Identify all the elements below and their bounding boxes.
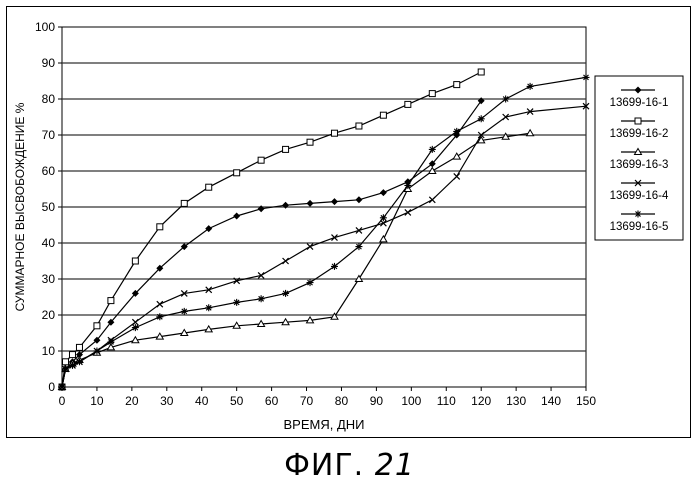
- data-point: [356, 123, 362, 129]
- y-tick-labels: 0 10 20 30 40 50 60 70 80 90 100: [35, 20, 62, 394]
- data-point: [157, 224, 163, 230]
- data-point: [404, 182, 411, 189]
- x-tick-label: 0: [59, 394, 66, 408]
- y-tick-label: 20: [42, 308, 56, 322]
- data-point: [181, 200, 187, 206]
- legend-label: 13699-16-5: [610, 221, 669, 233]
- data-point: [380, 112, 386, 118]
- x-tick-label: 40: [195, 394, 209, 408]
- caption-number: 21: [375, 448, 415, 483]
- x-tick-label: 150: [576, 394, 596, 408]
- data-point: [69, 362, 76, 369]
- x-tick-label: 70: [300, 394, 314, 408]
- data-point: [282, 290, 289, 297]
- y-tick-label: 50: [42, 200, 56, 214]
- data-point: [478, 69, 484, 75]
- data-point: [429, 91, 435, 97]
- figure-caption: ФИГ. 21: [0, 448, 699, 483]
- data-point: [429, 146, 436, 153]
- y-axis-label: СУММАРНОЕ ВЫСВОБОЖДЕНИЕ %: [13, 102, 27, 311]
- data-point: [234, 170, 240, 176]
- data-point: [258, 157, 264, 163]
- legend: 13699-16-1 13699-16-2 13699-16-3 13699-16-4…: [595, 76, 683, 240]
- data-point: [93, 348, 100, 355]
- data-point: [69, 352, 75, 358]
- data-point: [453, 128, 460, 135]
- data-point: [76, 358, 83, 365]
- data-point: [62, 359, 68, 365]
- legend-marker: [635, 211, 642, 218]
- y-tick-label: 100: [35, 20, 55, 34]
- caption-prefix: ФИГ.: [284, 448, 364, 483]
- data-point: [132, 258, 138, 264]
- x-tick-label: 20: [125, 394, 139, 408]
- x-tick-labels: 0 10 20 30 40 50 60 70 80 90 100 110 120 130 140 150: [59, 387, 597, 408]
- data-point: [454, 82, 460, 88]
- data-point: [132, 324, 139, 331]
- data-point: [258, 295, 265, 302]
- y-tick-label: 70: [42, 128, 56, 142]
- y-tick-label: 10: [42, 344, 56, 358]
- y-tick-label: 30: [42, 272, 56, 286]
- data-point: [583, 74, 590, 81]
- legend-label: 13699-16-4: [610, 190, 669, 202]
- x-tick-label: 120: [471, 394, 491, 408]
- data-point: [94, 323, 100, 329]
- data-point: [405, 101, 411, 107]
- x-tick-label: 60: [265, 394, 279, 408]
- x-axis-label: ВРЕМЯ, ДНИ: [284, 417, 365, 432]
- data-point: [527, 83, 534, 90]
- x-tick-label: 50: [230, 394, 244, 408]
- x-tick-label: 90: [370, 394, 384, 408]
- data-point: [76, 344, 82, 350]
- x-tick-label: 130: [506, 394, 526, 408]
- data-point: [205, 304, 212, 311]
- y-tick-label: 0: [48, 380, 55, 394]
- data-point: [107, 339, 114, 346]
- legend-marker: [635, 118, 641, 124]
- data-point: [283, 146, 289, 152]
- legend-label: 13699-16-1: [610, 97, 669, 109]
- x-tick-label: 100: [401, 394, 421, 408]
- legend-label: 13699-16-3: [610, 159, 669, 171]
- data-point: [62, 366, 69, 373]
- y-tick-label: 40: [42, 236, 56, 250]
- data-point: [307, 139, 313, 145]
- x-tick-label: 140: [541, 394, 561, 408]
- x-tick-label: 80: [335, 394, 349, 408]
- data-point: [108, 298, 114, 304]
- data-point: [233, 299, 240, 306]
- data-point: [478, 115, 485, 122]
- data-point: [59, 384, 66, 391]
- data-point: [502, 96, 509, 103]
- data-point: [307, 279, 314, 286]
- data-point: [331, 130, 337, 136]
- data-point: [380, 214, 387, 221]
- y-tick-label: 60: [42, 164, 56, 178]
- x-tick-label: 10: [90, 394, 104, 408]
- y-tick-label: 80: [42, 92, 56, 106]
- x-tick-label: 110: [437, 394, 456, 408]
- data-point: [355, 243, 362, 250]
- data-point: [331, 263, 338, 270]
- data-point: [181, 308, 188, 315]
- data-point: [206, 184, 212, 190]
- x-tick-label: 30: [160, 394, 174, 408]
- y-tick-label: 90: [42, 56, 56, 70]
- legend-label: 13699-16-2: [610, 128, 669, 140]
- data-point: [156, 313, 163, 320]
